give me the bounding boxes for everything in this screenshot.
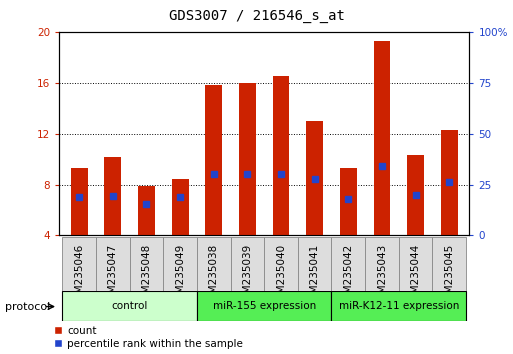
Text: GSM235049: GSM235049 xyxy=(175,244,185,307)
Bar xyxy=(205,85,222,235)
Text: GSM235041: GSM235041 xyxy=(310,244,320,307)
Text: GSM235048: GSM235048 xyxy=(142,244,151,307)
Bar xyxy=(373,41,390,235)
Bar xyxy=(239,83,256,235)
Bar xyxy=(306,121,323,235)
Text: GSM235042: GSM235042 xyxy=(343,244,353,307)
Text: GSM235040: GSM235040 xyxy=(276,244,286,307)
FancyBboxPatch shape xyxy=(96,237,130,292)
Bar xyxy=(272,76,289,235)
Bar xyxy=(407,155,424,235)
Text: GSM235043: GSM235043 xyxy=(377,244,387,307)
Text: control: control xyxy=(111,301,148,312)
Text: GSM235046: GSM235046 xyxy=(74,244,84,307)
Bar xyxy=(172,179,188,235)
FancyBboxPatch shape xyxy=(331,237,365,292)
Bar xyxy=(105,156,121,235)
Bar xyxy=(138,186,155,235)
FancyBboxPatch shape xyxy=(130,237,163,292)
Text: GSM235039: GSM235039 xyxy=(242,244,252,307)
Bar xyxy=(71,168,88,235)
Legend: count, percentile rank within the sample: count, percentile rank within the sample xyxy=(54,326,243,349)
Text: GSM235047: GSM235047 xyxy=(108,244,118,307)
Bar xyxy=(340,168,357,235)
FancyBboxPatch shape xyxy=(432,237,466,292)
FancyBboxPatch shape xyxy=(264,237,298,292)
Text: GSM235038: GSM235038 xyxy=(209,244,219,307)
Text: protocol: protocol xyxy=(5,302,50,312)
FancyBboxPatch shape xyxy=(365,237,399,292)
Text: GDS3007 / 216546_s_at: GDS3007 / 216546_s_at xyxy=(169,9,344,23)
FancyBboxPatch shape xyxy=(197,237,230,292)
FancyBboxPatch shape xyxy=(399,237,432,292)
FancyBboxPatch shape xyxy=(163,237,197,292)
FancyBboxPatch shape xyxy=(331,291,466,321)
FancyBboxPatch shape xyxy=(63,237,96,292)
Text: miR-K12-11 expression: miR-K12-11 expression xyxy=(339,301,459,312)
FancyBboxPatch shape xyxy=(197,291,331,321)
Text: GSM235045: GSM235045 xyxy=(444,244,454,307)
Bar xyxy=(441,130,458,235)
FancyBboxPatch shape xyxy=(63,291,197,321)
FancyBboxPatch shape xyxy=(230,237,264,292)
FancyBboxPatch shape xyxy=(298,237,331,292)
Text: GSM235044: GSM235044 xyxy=(410,244,421,307)
Text: miR-155 expression: miR-155 expression xyxy=(212,301,316,312)
